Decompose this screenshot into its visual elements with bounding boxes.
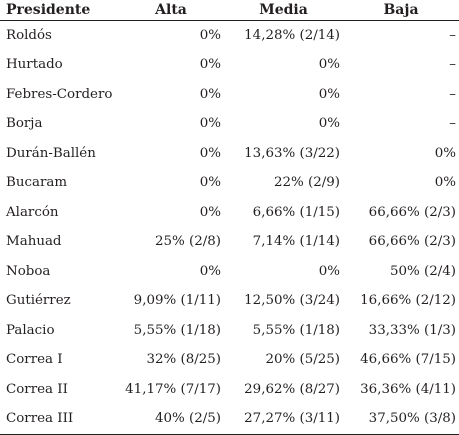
- presidente-cell: Palacio: [6, 322, 55, 338]
- baja-cell: 66,66% (2/3): [368, 204, 456, 220]
- alta-cell: 0%: [199, 116, 221, 132]
- table-row: Correa II 41,17% (7/17) 29,62% (8/27) 36,36…: [0, 375, 459, 405]
- presidente-cell: Roldós: [6, 27, 52, 43]
- media-cell: 5,55% (1/18): [252, 322, 340, 338]
- column-header-media: Media: [224, 0, 343, 21]
- column-header-presidente: Presidente: [0, 0, 118, 21]
- baja-cell: 0%: [434, 175, 456, 191]
- alta-cell: 0%: [199, 86, 221, 102]
- column-header-baja: Baja: [343, 0, 459, 21]
- media-cell: 12,50% (3/24): [244, 293, 340, 309]
- table-row: Alarcón 0% 6,66% (1/15) 66,66% (2/3): [0, 198, 459, 228]
- baja-cell: 36,36% (4/11): [360, 381, 456, 397]
- table-row: Mahuad 25% (2/8) 7,14% (1/14) 66,66% (2/3): [0, 228, 459, 258]
- presidente-cell: Alarcón: [6, 204, 59, 220]
- table-row: Roldós 0% 14,28% (2/14) –: [0, 21, 459, 51]
- baja-cell: 46,66% (7/15): [360, 352, 456, 368]
- presidente-cell: Durán-Ballén: [6, 145, 96, 161]
- media-cell: 22% (2/9): [273, 175, 340, 191]
- baja-cell: 16,66% (2/12): [360, 293, 456, 309]
- media-cell: 0%: [318, 57, 340, 73]
- baja-cell: –: [449, 27, 456, 43]
- alta-cell: 32% (8/25): [146, 352, 221, 368]
- alta-cell: 5,55% (1/18): [133, 322, 221, 338]
- alta-cell: 0%: [199, 57, 221, 73]
- media-cell: 29,62% (8/27): [244, 381, 340, 397]
- table-row: Borja 0% 0% –: [0, 110, 459, 140]
- alta-cell: 40% (2/5): [118, 404, 224, 435]
- media-cell: 14,28% (2/14): [244, 27, 340, 43]
- presidente-cell: Correa I: [6, 352, 63, 368]
- alta-cell: 0%: [199, 204, 221, 220]
- column-header-alta: Alta: [118, 0, 224, 21]
- media-cell: 20% (5/25): [265, 352, 340, 368]
- alta-cell: 41,17% (7/17): [125, 381, 221, 397]
- baja-cell: –: [449, 116, 456, 132]
- header-row: Presidente Alta Media Baja: [0, 0, 459, 21]
- table-row: Correa III 40% (2/5) 27,27% (3/11) 37,50% (…: [0, 404, 459, 435]
- presidente-cell: Correa III: [0, 404, 118, 435]
- baja-cell: 33,33% (1/3): [368, 322, 456, 338]
- baja-cell: –: [449, 57, 456, 73]
- media-cell: 7,14% (1/14): [252, 234, 340, 250]
- table-body: Roldós 0% 14,28% (2/14) – Hurtado 0% 0% – Febres…: [0, 21, 459, 435]
- table-row: Bucaram 0% 22% (2/9) 0%: [0, 169, 459, 199]
- table-row: Noboa 0% 0% 50% (2/4): [0, 257, 459, 287]
- table-row: Gutiérrez 9,09% (1/11) 12,50% (3/24) 16,66%…: [0, 287, 459, 317]
- table-row: Hurtado 0% 0% –: [0, 51, 459, 81]
- table-row: Durán-Ballén 0% 13,63% (3/22) 0%: [0, 139, 459, 169]
- media-cell: 27,27% (3/11): [224, 404, 343, 435]
- presidente-cell: Borja: [6, 116, 43, 132]
- presidente-cell: Gutiérrez: [6, 293, 71, 309]
- media-cell: 6,66% (1/15): [252, 204, 340, 220]
- baja-cell: 66,66% (2/3): [368, 234, 456, 250]
- media-cell: 0%: [318, 116, 340, 132]
- baja-cell: 50% (2/4): [389, 263, 456, 279]
- alta-cell: 0%: [199, 27, 221, 43]
- media-cell: 0%: [318, 86, 340, 102]
- alta-cell: 0%: [199, 175, 221, 191]
- baja-cell: 0%: [434, 145, 456, 161]
- alta-cell: 0%: [199, 263, 221, 279]
- table-header: Presidente Alta Media Baja: [0, 0, 459, 21]
- media-cell: 13,63% (3/22): [244, 145, 340, 161]
- presidente-cell: Correa II: [6, 381, 68, 397]
- presidente-cell: Hurtado: [6, 57, 63, 73]
- baja-cell: 37,50% (3/8): [343, 404, 459, 435]
- presidente-cell: Noboa: [6, 263, 51, 279]
- presidente-cell: Mahuad: [6, 234, 62, 250]
- alta-cell: 25% (2/8): [154, 234, 221, 250]
- alta-cell: 9,09% (1/11): [133, 293, 221, 309]
- table-row: Correa I 32% (8/25) 20% (5/25) 46,66% (7/15…: [0, 346, 459, 376]
- table-row: Febres-Cordero 0% 0% –: [0, 80, 459, 110]
- alta-cell: 0%: [199, 145, 221, 161]
- media-cell: 0%: [318, 263, 340, 279]
- baja-cell: –: [449, 86, 456, 102]
- table-row: Palacio 5,55% (1/18) 5,55% (1/18) 33,33% (1…: [0, 316, 459, 346]
- presidente-cell: Febres-Cordero: [6, 86, 113, 102]
- presidente-cell: Bucaram: [6, 175, 68, 191]
